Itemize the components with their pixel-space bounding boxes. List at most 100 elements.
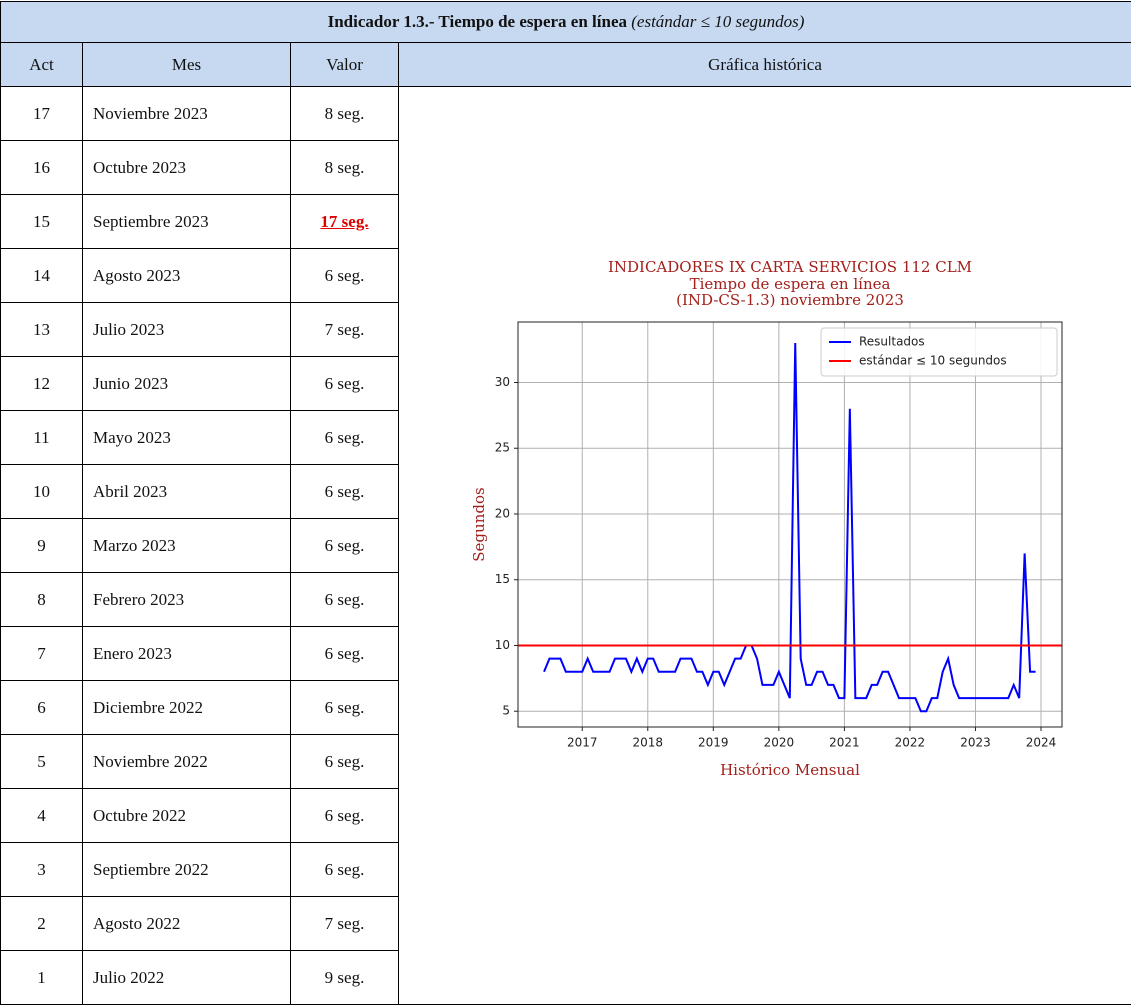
month-cell: Septiembre 2022 [82,842,291,897]
value: 6 seg. [324,643,365,663]
value: 8 seg. [324,103,365,123]
month-cell: Agosto 2023 [82,248,291,303]
title-cell: Indicador 1.3.- Tiempo de espera en líne… [0,1,1131,43]
value: 6 seg. [324,697,365,717]
value: 7 seg. [324,319,365,339]
table-row: 3 Septiembre 2022 6 seg. [0,842,1131,897]
month-cell: Marzo 2023 [82,518,291,573]
month: Diciembre 2022 [93,697,203,717]
value: 6 seg. [324,481,365,501]
month-cell: Julio 2023 [82,302,291,357]
act: 9 [37,535,46,555]
value-cell: 6 seg. [290,572,399,627]
act-cell: 9 [0,518,83,573]
act: 15 [33,211,50,231]
value-cell: 6 seg. [290,410,399,465]
act-cell: 3 [0,842,83,897]
month-cell: Febrero 2023 [82,572,291,627]
act-cell: 10 [0,464,83,519]
table-row: 14 Agosto 2023 6 seg. [0,248,1131,303]
month: Octubre 2023 [93,157,187,177]
act-cell: 13 [0,302,83,357]
header-row: Act Mes Valor Gráfica histórica [0,42,1131,87]
act-cell: 12 [0,356,83,411]
table-row: 6 Diciembre 2022 6 seg. [0,680,1131,735]
act-cell: 14 [0,248,83,303]
month: Septiembre 2023 [93,211,209,231]
value-cell: 8 seg. [290,86,399,141]
table-row: 15 Septiembre 2023 17 seg. [0,194,1131,249]
value: 17 seg. [320,211,369,231]
act-cell: 4 [0,788,83,843]
value-cell: 6 seg. [290,518,399,573]
value-cell: 6 seg. [290,680,399,735]
act-cell: 17 [0,86,83,141]
value-cell: 7 seg. [290,302,399,357]
month: Julio 2023 [93,319,165,339]
value-cell: 6 seg. [290,248,399,303]
value-cell: 6 seg. [290,734,399,789]
act-cell: 16 [0,140,83,195]
act: 10 [33,481,50,501]
table-row: 5 Noviembre 2022 6 seg. [0,734,1131,789]
month: Marzo 2023 [93,535,176,555]
month-cell: Septiembre 2023 [82,194,291,249]
act: 11 [33,427,50,447]
month: Julio 2022 [93,967,165,987]
act: 2 [37,913,46,933]
month: Agosto 2022 [93,913,181,933]
value: 7 seg. [324,913,365,933]
column-header: Mes [82,42,291,87]
act: 17 [33,103,50,123]
month-cell: Diciembre 2022 [82,680,291,735]
value: 9 seg. [324,967,365,987]
act: 7 [37,643,46,663]
table-row: 1 Julio 2022 9 seg. [0,950,1131,1005]
table-title: Indicador 1.3.- Tiempo de espera en líne… [327,12,628,31]
act: 6 [37,697,46,717]
value-cell: 6 seg. [290,356,399,411]
month: Junio 2023 [93,373,169,393]
act: 14 [33,265,50,285]
chart-cell [397,86,1131,1005]
month-cell: Octubre 2022 [82,788,291,843]
month: Enero 2023 [93,643,172,663]
value-cell: 8 seg. [290,140,399,195]
table-row: 17 Noviembre 2023 8 seg. [0,86,1131,1005]
act: 1 [37,967,46,987]
month-cell: Noviembre 2023 [82,86,291,141]
act: 8 [37,589,46,609]
month-cell: Octubre 2023 [82,140,291,195]
month-cell: Abril 2023 [82,464,291,519]
act-cell: 5 [0,734,83,789]
value-cell: 6 seg. [290,788,399,843]
act-cell: 1 [0,950,83,1005]
act-cell: 6 [0,680,83,735]
value-cell: 6 seg. [290,842,399,897]
table-row: 12 Junio 2023 6 seg. [0,356,1131,411]
value: 6 seg. [324,589,365,609]
value-cell: 17 seg. [290,194,399,249]
month: Febrero 2023 [93,589,185,609]
value-cell: 6 seg. [290,626,399,681]
act-cell: 11 [0,410,83,465]
month-cell: Julio 2022 [82,950,291,1005]
act: 16 [33,157,50,177]
table-title-note: (estándar ≤ 10 segundos) [631,12,805,31]
value: 6 seg. [324,859,365,879]
column-header: Gráfica histórica [397,42,1131,87]
column-header: Valor [290,42,399,87]
month-cell: Junio 2023 [82,356,291,411]
table-row: 9 Marzo 2023 6 seg. [0,518,1131,573]
month: Octubre 2022 [93,805,187,825]
column-header: Act [0,42,83,87]
month-cell: Enero 2023 [82,626,291,681]
month-cell: Mayo 2023 [82,410,291,465]
value: 6 seg. [324,427,365,447]
table-row: 13 Julio 2023 7 seg. [0,302,1131,357]
month: Mayo 2023 [93,427,171,447]
act: 3 [37,859,46,879]
